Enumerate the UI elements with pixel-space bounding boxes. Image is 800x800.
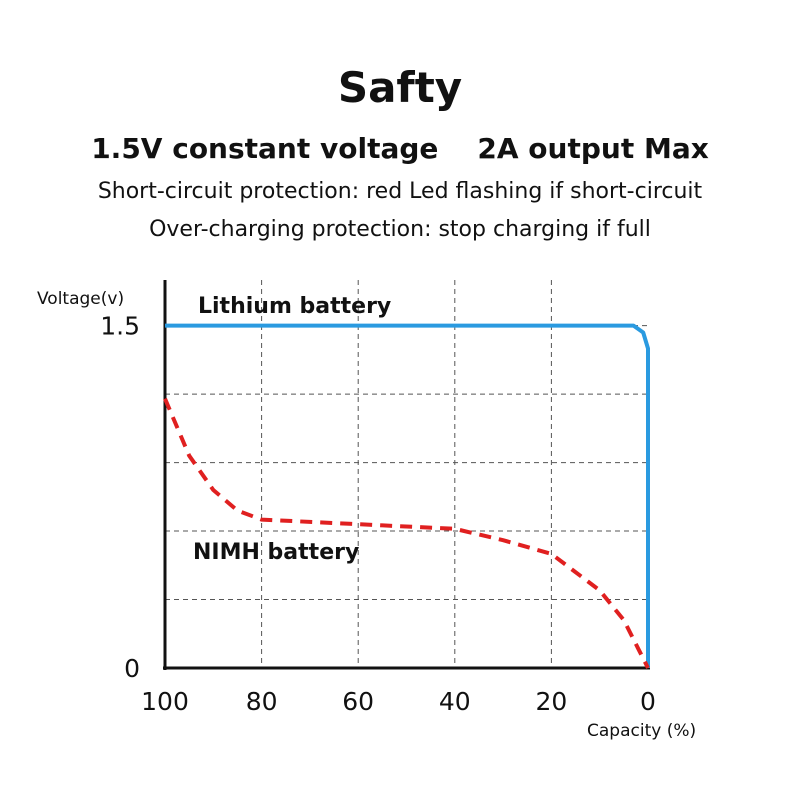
x-tick-label: 40	[439, 687, 471, 716]
y-axis-label: Voltage(v)	[37, 289, 124, 309]
y-tick-label: 1.5	[100, 312, 140, 341]
x-tick-label: 80	[246, 687, 278, 716]
x-tick-label: 0	[640, 687, 656, 716]
note: Short-circuit protection: red Led flashi…	[98, 179, 703, 204]
series-line	[163, 397, 650, 669]
series-label: NIMH battery	[193, 540, 359, 565]
note: Over-charging protection: stop charging …	[149, 217, 651, 242]
y-tick-label: 0	[124, 654, 140, 683]
chart-title: Safty	[338, 63, 462, 112]
x-tick-label: 20	[535, 687, 567, 716]
x-axis-label: Capacity (%)	[587, 721, 696, 741]
x-tick-label: 60	[342, 687, 374, 716]
x-tick-label: 100	[141, 687, 189, 716]
series-label: Lithium battery	[198, 294, 391, 319]
subtitle: 1.5V constant voltage 2A output Max	[91, 132, 709, 165]
series-line	[165, 323, 650, 668]
